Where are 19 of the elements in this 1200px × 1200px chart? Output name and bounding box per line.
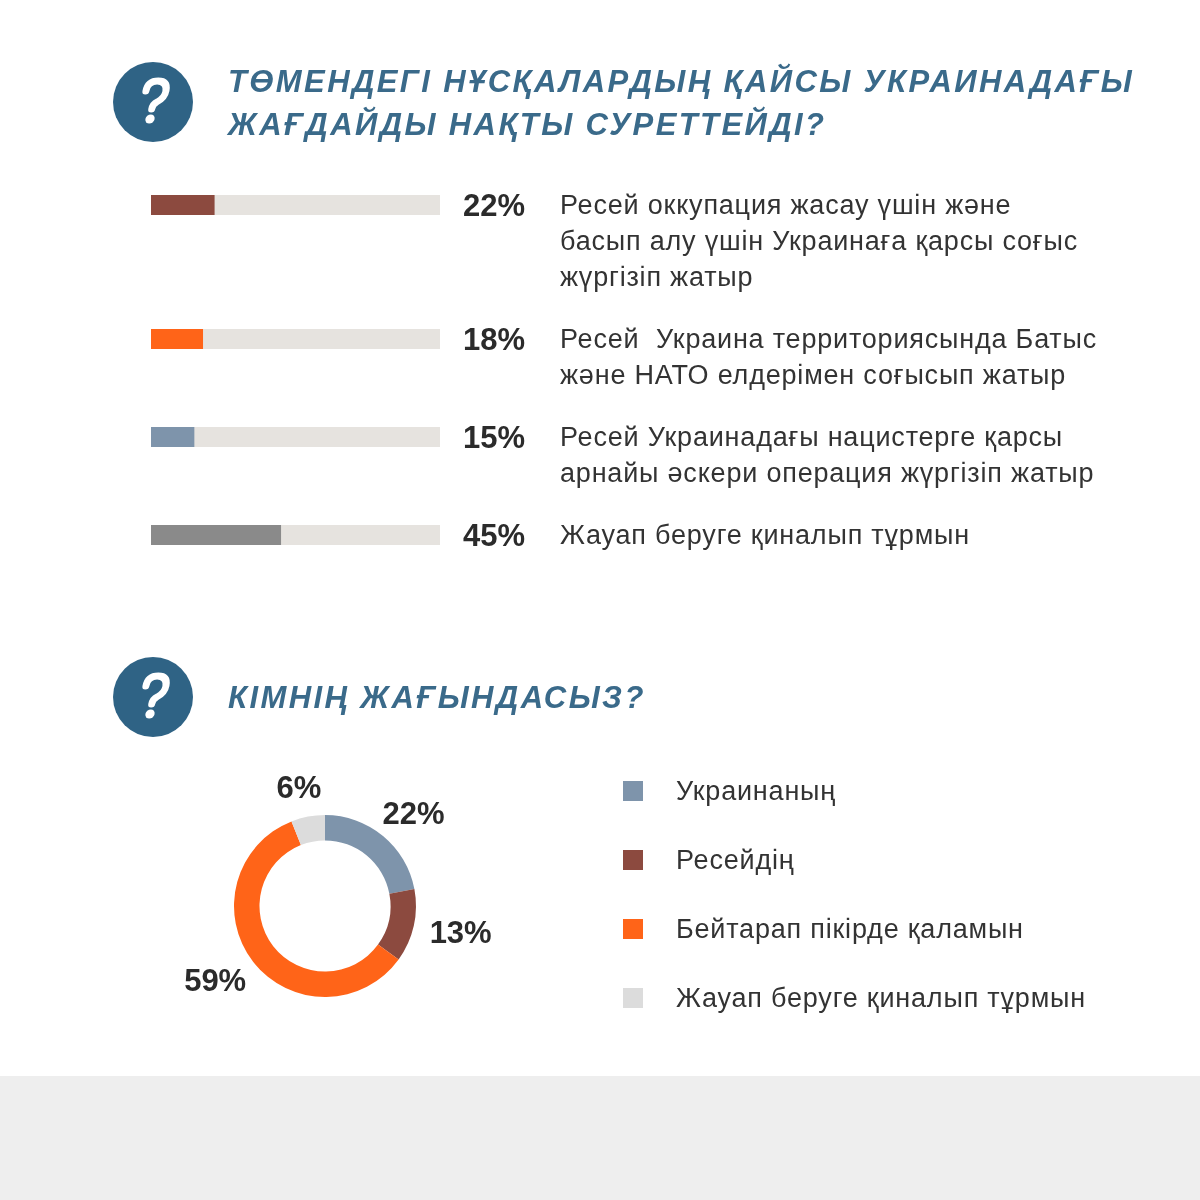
data-label: 13% (429, 915, 492, 951)
chart-title: КІМНІҢ ЖАҒЫНДАСЫЗ? (228, 680, 646, 715)
y-tick-label: Ресей Украина территориясында Батыс және НАТО елдерімен соғысып жатыр (560, 324, 1098, 390)
legend-label: Бейтарап пікірде қаламын (676, 914, 1024, 944)
data-label: 6% (276, 770, 322, 806)
data-label: 45% (463, 518, 526, 553)
legend-label: Украинаның (676, 776, 837, 806)
donut-slice (291, 815, 325, 846)
data-label: 22% (382, 795, 445, 831)
donut-slice (378, 888, 416, 960)
data-label: 15% (463, 420, 526, 455)
y-tick-label: Жауап беруге қиналып тұрмын (560, 520, 970, 550)
y-tick-label: Ресей оккупация жасау үшін және басып алу үшін Украинаға қарсы соғыс жүргізіп жатыр (560, 190, 1079, 292)
data-label: 18% (463, 322, 526, 357)
y-tick-label: Ресей Украинадағы нацистерге қарсы арнайы әскери операция жүргізіп жатыр (560, 422, 1095, 488)
data-label: 22% (463, 188, 526, 223)
legend-label: Ресейдің (676, 845, 795, 875)
data-label: 59% (184, 963, 247, 999)
text: ТӨМЕНДЕГІ НҰСҚАЛАРДЫҢ ҚАЙСЫ УКРАИНАДАҒЫ ЖАҒДАЙДЫ НАҚТЫ СУРЕТТЕЙДІ? (226, 62, 1135, 142)
